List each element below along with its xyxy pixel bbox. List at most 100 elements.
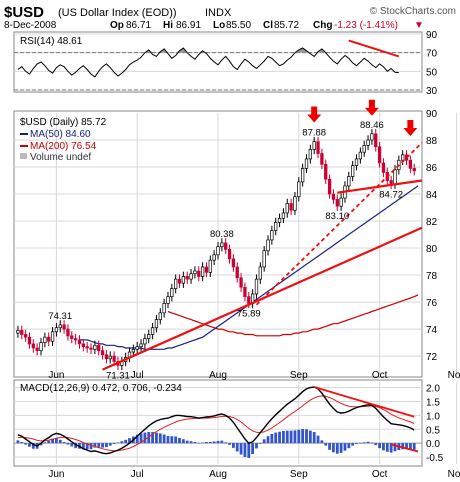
price-tick-label: 74: [426, 325, 438, 336]
price-candle: [370, 129, 374, 145]
price-x-tick-label: Sep: [290, 370, 308, 381]
macd-histogram-bar: [20, 442, 24, 444]
price-candle: [170, 283, 174, 302]
price-candle: [339, 193, 343, 211]
price-panel: [13, 110, 423, 378]
price-candle: [347, 171, 351, 191]
macd-histogram-bar: [155, 432, 158, 444]
chart-name: (US Dollar Index (EOD)): [58, 7, 177, 19]
macd-histogram-bar: [151, 432, 154, 444]
price-candle: [23, 329, 28, 342]
rsi-tick-label: 30: [426, 86, 438, 97]
open-value: 86.71: [126, 20, 151, 31]
macd-histogram-bar: [189, 441, 193, 444]
macd-histogram-bar: [270, 433, 274, 444]
price-candle: [81, 339, 85, 352]
price-candle: [27, 332, 32, 349]
macd-histogram-bar: [347, 443, 351, 449]
price-candle: [197, 266, 201, 282]
macd-histogram-bar: [39, 443, 43, 446]
macd-histogram-bar: [282, 430, 285, 444]
price-candle: [381, 158, 386, 178]
change-label: Chg: [313, 20, 332, 31]
macd-x-tick-label: Oct: [372, 469, 388, 480]
macd-histogram-bar: [408, 443, 412, 449]
macd-histogram-bar: [339, 443, 343, 453]
macd-x-tick-label: Aug: [209, 469, 227, 480]
price-legend: $USD (Daily) 85.72 MA(50) 84.60 MA(200) …: [20, 117, 107, 163]
macd-histogram-bar: [362, 442, 366, 444]
macd-histogram-bar: [308, 430, 312, 444]
macd-panel: [13, 379, 423, 467]
macd-histogram-bar: [351, 443, 355, 446]
price-candle: [139, 339, 143, 352]
price-candle: [374, 129, 378, 152]
ma50-line: [79, 185, 419, 350]
low-value: 85.50: [226, 20, 251, 31]
macd-histogram-bar: [16, 440, 20, 444]
price-candle: [185, 271, 189, 284]
chart-symbol: $USD: [4, 4, 44, 21]
price-trendline: [255, 142, 423, 306]
macd-histogram-bar: [301, 428, 305, 444]
macd-histogram-bar: [231, 443, 235, 448]
price-candle: [70, 331, 74, 344]
macd-histogram-bar: [58, 439, 62, 444]
price-candle: [162, 298, 166, 318]
price-candle: [158, 308, 162, 325]
price-candle: [266, 235, 270, 256]
brand-text: © StockCharts.com: [370, 6, 456, 17]
macd-histogram-bar: [93, 443, 97, 448]
price-candle: [308, 144, 312, 164]
price-x-tick-label: Oct: [372, 370, 388, 381]
macd-histogram-bar: [405, 443, 408, 449]
ma50-legend: MA(50) 84.60: [30, 129, 91, 140]
price-x-tick-label: Aug: [209, 370, 227, 381]
macd-histogram-bar: [31, 443, 35, 449]
price-candle: [262, 246, 266, 272]
price-tick-label: 72: [426, 352, 438, 363]
price-candle: [258, 262, 262, 284]
macd-tick-label: 1.5: [426, 397, 440, 408]
price-candle: [100, 345, 105, 360]
macd-histogram-bar: [255, 443, 258, 449]
macd-histogram-bar: [243, 443, 247, 458]
macd-histogram-bar: [128, 438, 131, 444]
ma200-line: [167, 294, 419, 337]
rsi-panel: [13, 31, 423, 93]
macd-histogram-bar: [278, 431, 281, 444]
macd-histogram-bar: [251, 443, 255, 454]
price-candle: [297, 177, 301, 202]
price-candle: [335, 194, 339, 211]
macd-histogram-bar: [105, 443, 108, 448]
macd-histogram-bar: [116, 442, 120, 444]
macd-histogram-bar: [208, 442, 212, 444]
price-candle: [97, 340, 101, 356]
rsi-trendline: [348, 39, 400, 58]
price-annotation: 74.31: [48, 311, 72, 322]
macd-histogram-bar: [258, 443, 262, 444]
ohlc-readout: Op 86.71 Hi 86.91 Lo 85.50 Cl 85.72 Chg …: [110, 20, 424, 31]
rsi-overbought-fill: [17, 48, 419, 53]
macd-histogram-bar: [147, 432, 151, 444]
macd-histogram-bar: [228, 443, 231, 445]
price-tick-label: 76: [426, 298, 438, 309]
price-candle: [120, 356, 124, 371]
macd-histogram-bar: [355, 443, 358, 444]
macd-histogram-bar: [201, 442, 205, 444]
macd-histogram-bar: [178, 437, 181, 444]
macd-histogram-bar: [89, 443, 93, 450]
macd-histogram-bar: [247, 443, 251, 458]
price-candle: [293, 192, 297, 215]
price-candle: [39, 337, 43, 356]
close-label: Cl: [263, 20, 273, 31]
chart-exchange: INDX: [205, 7, 232, 19]
macd-histogram-bar: [181, 439, 185, 444]
price-tick-label: 82: [426, 217, 438, 228]
rsi-line: [17, 47, 399, 78]
price-candle: [193, 266, 197, 279]
price-candle: [77, 335, 82, 349]
price-annotation: 80.38: [210, 229, 234, 240]
macd-trendline: [390, 443, 419, 453]
macd-histogram-bar: [162, 434, 166, 444]
